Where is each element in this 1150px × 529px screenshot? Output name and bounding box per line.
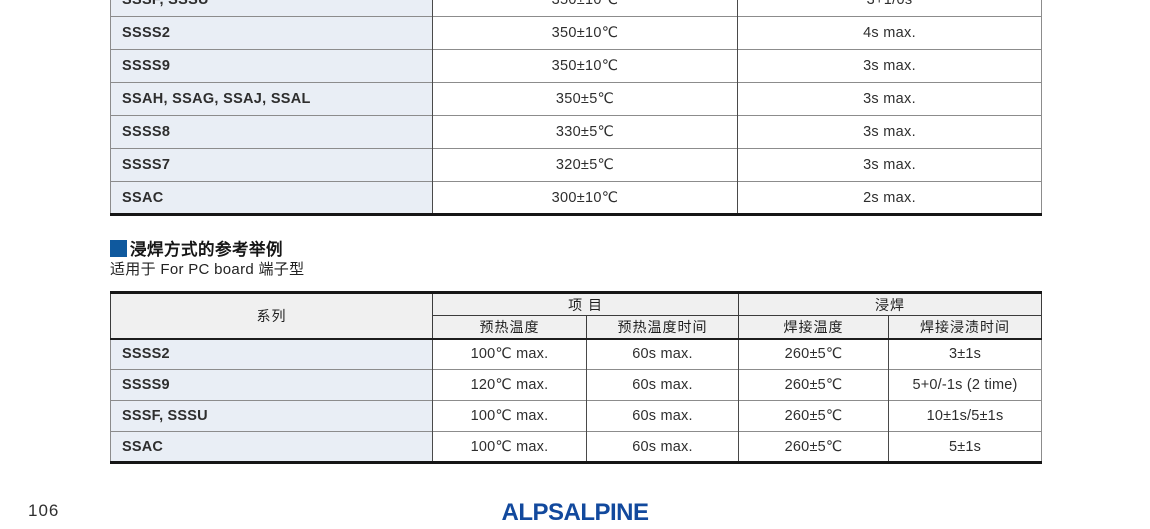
header-row-groups: 系列 项 目 浸焊	[110, 292, 1043, 339]
temp-cell: 350±5℃	[432, 82, 738, 116]
time-cell: 2s max.	[737, 181, 1042, 215]
page-number: 106	[28, 501, 60, 520]
time-cell: 3s max.	[737, 82, 1042, 116]
solder-temp-cell: 260±5℃	[738, 369, 890, 401]
dip-time-header: 焊接浸渍时间	[888, 315, 1043, 339]
dip-time-cell: 5+0/-1s (2 time)	[888, 369, 1043, 401]
dip-group-header: 浸焊	[738, 292, 1043, 316]
item-group-header: 项 目	[431, 292, 740, 316]
section-title: 浸焊方式的参考举例	[130, 241, 283, 259]
preheat-time-header: 预热温度时间	[585, 315, 740, 339]
section-header: 浸焊方式的参考举例	[110, 236, 283, 260]
header-row-subs: 预热温度 预热温度时间 焊接温度 焊接浸渍时间	[111, 315, 1043, 339]
series-cell: SSSS2	[110, 338, 433, 370]
solder-temp-cell: 260±5℃	[738, 400, 890, 432]
time-cell: 3s max.	[737, 115, 1042, 149]
table-row: SSAC 100℃ max. 60s max. 260±5℃ 5±1s	[110, 431, 1043, 463]
preheat-temp-cell: 100℃ max.	[432, 338, 587, 370]
table-row: SSSS8 330±5℃ 3s max.	[110, 115, 1042, 149]
preheat-temp-cell: 120℃ max.	[432, 369, 587, 401]
time-cell: 3s max.	[737, 49, 1042, 83]
series-cell: SSSS9	[110, 49, 433, 83]
temp-cell: 350±10℃	[432, 16, 738, 50]
series-cell: SSSF, SSSU	[110, 0, 433, 17]
dip-time-cell: 5±1s	[888, 431, 1043, 463]
table-row: SSSF, SSSU 100℃ max. 60s max. 260±5℃ 10±…	[110, 400, 1043, 432]
solder-temp-header: 焊接温度	[738, 315, 890, 339]
temp-cell: 350±10℃	[432, 49, 738, 83]
section-marker-icon	[110, 239, 127, 257]
series-cell: SSSS2	[110, 16, 433, 50]
table-row: SSSS2 100℃ max. 60s max. 260±5℃ 3±1s	[110, 338, 1043, 370]
table-row: SSSS7 320±5℃ 3s max.	[110, 148, 1042, 182]
section-subtitle: 适用于 For PC board 端子型	[110, 261, 305, 278]
preheat-temp-cell: 100℃ max.	[432, 400, 587, 432]
preheat-temp-header: 预热温度	[432, 315, 587, 339]
series-cell: SSSS8	[110, 115, 433, 149]
preheat-time-cell: 60s max.	[585, 400, 740, 432]
table-row: SSSS9 350±10℃ 3s max.	[110, 49, 1042, 83]
dip-soldering-table: 系列 项 目 浸焊 预热温度 预热温度时间 焊接温度 焊接浸渍时间 SSSS2 …	[110, 291, 1043, 464]
preheat-time-cell: 60s max.	[585, 338, 740, 370]
series-header: 系列	[110, 292, 433, 339]
series-cell: SSAC	[110, 181, 433, 215]
solder-temp-cell: 260±5℃	[738, 338, 890, 370]
temp-cell: 330±5℃	[432, 115, 738, 149]
preheat-temp-cell: 100℃ max.	[432, 431, 587, 463]
series-cell: SSSF, SSSU	[110, 400, 433, 432]
alps-alpine-logo: ALPSALPINE	[501, 499, 649, 526]
series-cell: SSSS9	[110, 369, 433, 401]
temp-cell: 300±10℃	[432, 181, 738, 215]
series-cell: SSSS7	[110, 148, 433, 182]
temp-cell: 320±5℃	[432, 148, 738, 182]
table-row: SSSS9 120℃ max. 60s max. 260±5℃ 5+0/-1s …	[110, 369, 1043, 401]
time-cell: 3s max.	[737, 148, 1042, 182]
solder-temp-cell: 260±5℃	[738, 431, 890, 463]
iron-soldering-table: SSSF, SSSU 350±10℃ 3+1/0s SSSS2 350±10℃ …	[110, 0, 1042, 216]
dip-time-cell: 3±1s	[888, 338, 1043, 370]
series-cell: SSAC	[110, 431, 433, 463]
table-row: SSSF, SSSU 350±10℃ 3+1/0s	[110, 0, 1042, 17]
table-row: SSAC 300±10℃ 2s max.	[110, 181, 1042, 215]
table-row: SSSS2 350±10℃ 4s max.	[110, 16, 1042, 50]
series-cell: SSAH, SSAG, SSAJ, SSAL	[110, 82, 433, 116]
table-row: SSAH, SSAG, SSAJ, SSAL 350±5℃ 3s max.	[110, 82, 1042, 116]
preheat-time-cell: 60s max.	[585, 369, 740, 401]
dip-time-cell: 10±1s/5±1s	[888, 400, 1043, 432]
time-cell: 4s max.	[737, 16, 1042, 50]
temp-cell: 350±10℃	[432, 0, 738, 17]
time-cell: 3+1/0s	[737, 0, 1042, 17]
preheat-time-cell: 60s max.	[585, 431, 740, 463]
